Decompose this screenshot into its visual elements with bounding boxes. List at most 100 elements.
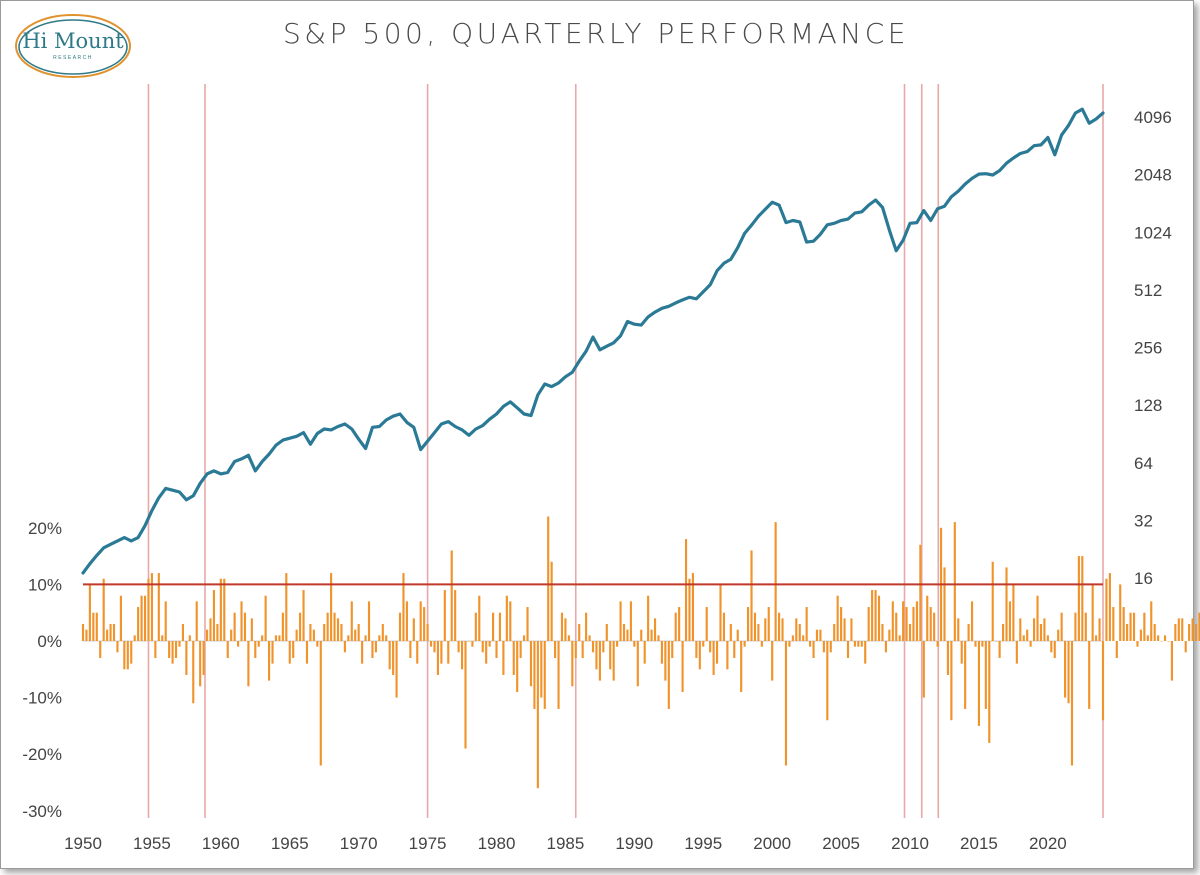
- bar: [581, 641, 584, 658]
- bar: [223, 578, 226, 641]
- bar: [643, 641, 646, 664]
- x-axis-tick: 1995: [684, 834, 722, 853]
- bar: [557, 641, 560, 709]
- bar: [547, 516, 550, 641]
- bar: [1039, 624, 1043, 641]
- bar: [898, 635, 901, 641]
- bar: [436, 641, 440, 675]
- bar: [178, 641, 181, 647]
- bar: [915, 601, 918, 641]
- bar: [1070, 641, 1074, 766]
- bar: [333, 612, 336, 641]
- bar: [767, 607, 770, 641]
- bar: [278, 635, 281, 641]
- bar: [119, 595, 122, 641]
- bar: [815, 629, 819, 641]
- bar: [288, 641, 291, 664]
- bar: [998, 641, 1001, 658]
- bar: [781, 618, 784, 641]
- bar: [188, 635, 191, 641]
- bar: [92, 612, 95, 641]
- bar: [85, 629, 88, 641]
- right-axis-tick: 128: [1134, 396, 1162, 415]
- bar: [850, 618, 853, 641]
- bar: [619, 601, 622, 641]
- bar: [488, 641, 491, 647]
- bar: [853, 641, 856, 647]
- bar: [409, 641, 412, 658]
- bar: [161, 635, 164, 641]
- bar: [88, 584, 91, 641]
- bar: [429, 641, 433, 647]
- bar: [395, 641, 398, 698]
- bar: [505, 595, 508, 641]
- bar: [526, 607, 529, 641]
- bar: [133, 635, 136, 641]
- bar: [1074, 612, 1077, 641]
- bar: [319, 641, 322, 766]
- bar: [460, 641, 464, 670]
- bar: [199, 641, 202, 687]
- bar: [588, 635, 591, 641]
- bar: [1019, 618, 1022, 641]
- bar: [629, 601, 632, 641]
- bar: [1126, 624, 1129, 641]
- bar: [450, 550, 453, 641]
- bar: [1191, 618, 1194, 641]
- bar: [236, 641, 240, 647]
- bar: [884, 641, 887, 653]
- bar: [802, 635, 805, 641]
- bar: [902, 601, 905, 641]
- bar: [771, 641, 774, 681]
- bar: [826, 641, 829, 721]
- x-axis-tick: 1980: [478, 834, 516, 853]
- bar: [388, 641, 391, 670]
- bar: [433, 641, 436, 653]
- bar: [1129, 612, 1132, 641]
- bar: [798, 624, 801, 641]
- bar: [678, 607, 681, 641]
- bar: [1033, 618, 1036, 641]
- bar: [233, 612, 236, 641]
- bar: [1181, 618, 1184, 641]
- bar: [302, 590, 305, 641]
- left-axis-tick: 10%: [28, 575, 62, 594]
- bar: [991, 561, 994, 641]
- bar: [660, 641, 663, 664]
- bar: [888, 629, 891, 641]
- bar: [805, 607, 808, 641]
- bar: [168, 641, 171, 658]
- bar: [154, 641, 157, 658]
- bar: [1084, 612, 1087, 641]
- bar: [529, 641, 533, 687]
- bar: [1046, 635, 1049, 641]
- bar: [381, 624, 384, 641]
- bar: [457, 641, 460, 653]
- bar: [454, 590, 457, 641]
- bar: [533, 641, 536, 709]
- bar: [554, 641, 557, 658]
- bar: [1043, 618, 1046, 641]
- bar: [195, 601, 198, 641]
- bar: [536, 641, 539, 789]
- bar: [953, 522, 956, 641]
- bar: [895, 612, 898, 641]
- bar: [788, 641, 791, 647]
- bar: [447, 641, 450, 664]
- bar: [705, 607, 708, 641]
- bar: [1101, 641, 1105, 721]
- bar: [981, 641, 984, 647]
- bar: [205, 629, 209, 641]
- bar: [143, 595, 147, 641]
- x-axis-tick: 1985: [547, 834, 585, 853]
- bar: [1112, 607, 1115, 641]
- bar: [1167, 641, 1170, 642]
- bar: [812, 641, 815, 658]
- bar: [312, 629, 315, 641]
- bar: [929, 607, 932, 641]
- bar: [1105, 578, 1108, 641]
- bar: [864, 641, 867, 664]
- bar: [871, 590, 874, 641]
- bar: [1115, 641, 1118, 658]
- bar: [860, 641, 863, 647]
